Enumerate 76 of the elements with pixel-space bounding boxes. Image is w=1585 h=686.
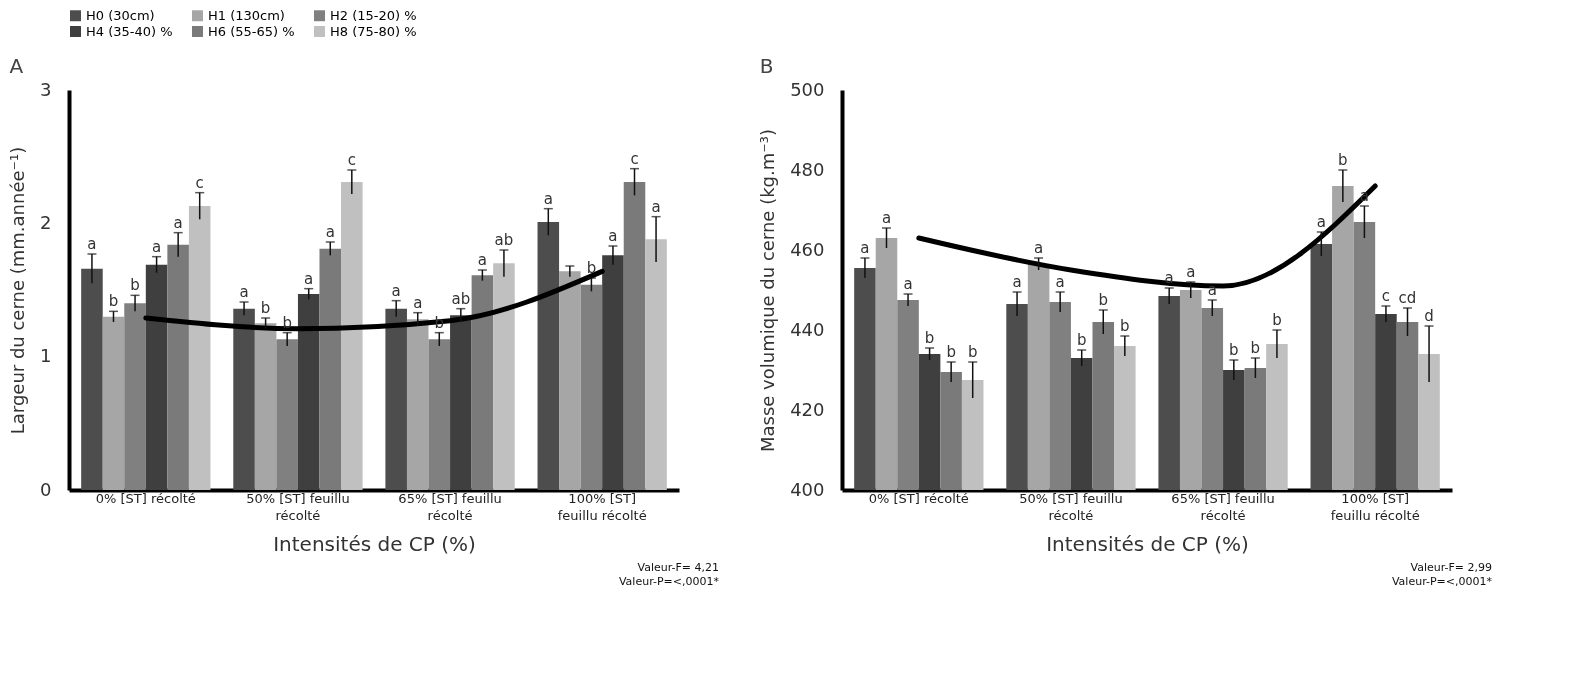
- data-label: a: [391, 281, 401, 300]
- y-tick-label: 440: [790, 318, 825, 340]
- x-tick-label: 50% [ST] feuillu récolté: [1019, 490, 1123, 523]
- legend-label: H2 (15-20) %: [330, 7, 417, 23]
- data-label: b: [1229, 341, 1239, 359]
- x-tick-label: 65% [ST] feuillu récolté: [398, 490, 502, 523]
- data-label: a: [903, 275, 913, 293]
- y-tick-label: 460: [790, 238, 825, 260]
- x-tick-label: 0% [ST] récolté: [95, 490, 196, 506]
- x-tick-label: 0% [ST] récolté: [868, 490, 969, 506]
- data-label: b: [924, 329, 935, 347]
- legend-label: H8 (75-80) %: [330, 23, 417, 39]
- y-tick-label: 480: [790, 158, 825, 180]
- data-label: a: [1012, 273, 1022, 291]
- text: Valeur-P=<,0001*: [618, 575, 720, 588]
- chart-title: B: [759, 54, 774, 78]
- data-label: a: [651, 197, 661, 216]
- data-label: c: [1381, 287, 1391, 305]
- data-label: a: [608, 227, 618, 245]
- y-axis-title: Largeur du cerne (mm.année⁻¹): [7, 146, 29, 435]
- data-label: b: [1272, 311, 1282, 329]
- x-tick-label: 100% [ST] feuillu récolté: [1330, 490, 1420, 523]
- x-tick-label: 65% [ST] feuillu récolté: [1171, 490, 1275, 523]
- data-label: b: [1250, 339, 1261, 357]
- text: Valeur-F= 2,99: [1410, 561, 1492, 574]
- data-label: b: [1338, 151, 1348, 169]
- data-label: a: [1034, 239, 1044, 257]
- data-label: a: [860, 239, 870, 257]
- legend-label: H1 (130cm): [208, 7, 285, 23]
- data-label: ab: [494, 231, 514, 249]
- data-label: c: [347, 151, 356, 169]
- data-label: c: [630, 149, 639, 168]
- data-label: b: [967, 343, 978, 361]
- x-tick-label: 50% [ST] feuillu récolté: [246, 490, 350, 523]
- legend-label: H6 (55-65) %: [208, 23, 295, 39]
- x-axis-title: Intensités de CP (%): [273, 531, 476, 556]
- data-label: ab: [451, 289, 471, 308]
- y-axis-title: Masse volumique du cerne (kg.m⁻³): [757, 128, 779, 453]
- data-label: a: [304, 269, 314, 288]
- chart-title: A: [9, 54, 24, 78]
- data-label: b: [130, 276, 140, 295]
- data-label: b: [1076, 331, 1087, 349]
- data-label: b: [1120, 317, 1130, 335]
- data-label: b: [108, 292, 119, 311]
- data-label: a: [151, 237, 162, 256]
- y-tick-label: 500: [790, 78, 825, 100]
- data-label: a: [1316, 213, 1326, 231]
- data-label: a: [881, 209, 892, 227]
- data-label: a: [325, 223, 335, 241]
- text: Valeur-P=<,0001*: [1391, 575, 1493, 588]
- data-label: b: [260, 299, 271, 317]
- data-label: a: [413, 293, 423, 312]
- data-label: a: [1055, 273, 1065, 291]
- y-tick-label: 400: [790, 478, 825, 500]
- data-label: cd: [1398, 289, 1417, 307]
- data-label: c: [195, 173, 204, 192]
- data-label: b: [586, 259, 597, 277]
- legend-label: H4 (35-40) %: [86, 23, 173, 39]
- legend-label: H0 (30cm): [86, 7, 155, 23]
- y-tick-label: 0: [40, 478, 52, 500]
- data-label: a: [173, 213, 183, 232]
- data-label: b: [1098, 291, 1109, 309]
- y-tick-label: 3: [40, 78, 52, 100]
- text: Valeur-F= 4,21: [637, 561, 719, 574]
- y-tick-label: 2: [40, 211, 52, 233]
- data-label: a: [239, 283, 249, 301]
- y-tick-label: 1: [40, 345, 52, 367]
- data-label: a: [477, 251, 487, 269]
- data-label: d: [1424, 307, 1434, 325]
- data-label: a: [1186, 263, 1196, 281]
- y-tick-label: 420: [790, 398, 825, 420]
- data-label: a: [543, 189, 553, 208]
- x-tick-label: 100% [ST] feuillu récolté: [557, 490, 647, 523]
- data-label: a: [87, 235, 97, 253]
- data-label: b: [946, 343, 956, 361]
- x-axis-title: Intensités de CP (%): [1046, 531, 1249, 556]
